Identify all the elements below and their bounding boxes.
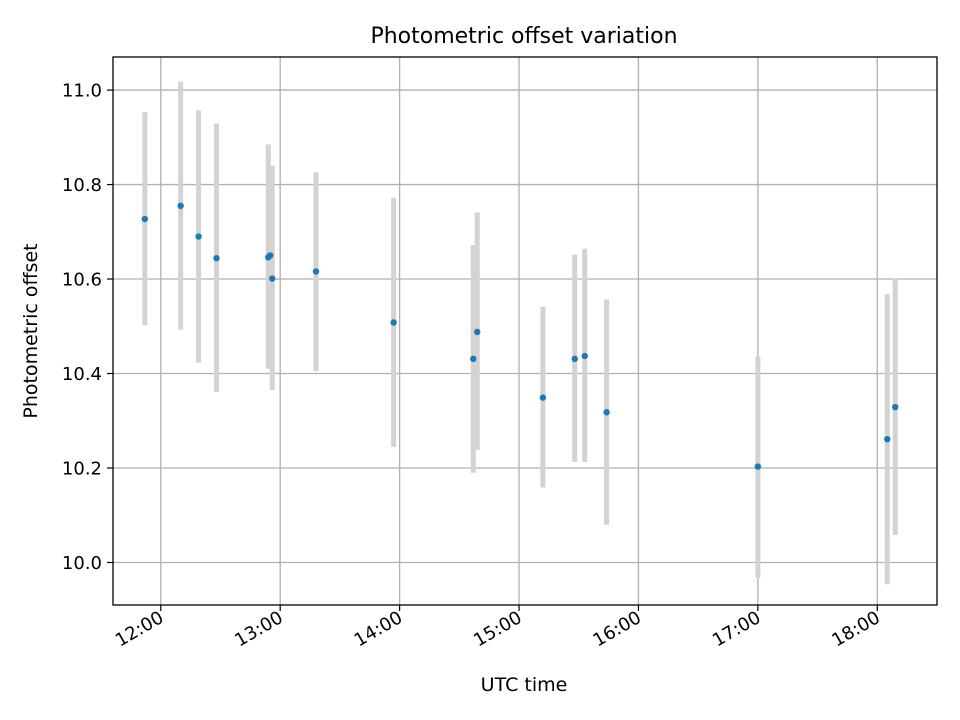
y-tick-label: 10.8 xyxy=(62,175,102,196)
data-point xyxy=(581,352,588,360)
y-tick-label: 10.0 xyxy=(62,553,102,574)
y-tick-label: 10.6 xyxy=(62,270,102,291)
data-point xyxy=(603,409,610,416)
data-point xyxy=(269,275,276,282)
y-axis-label: Photometric offset xyxy=(20,243,42,418)
data-point-layer xyxy=(141,202,899,470)
plot-frame xyxy=(112,56,938,606)
error-bar-layer xyxy=(142,81,898,585)
chart-title: Photometric offset variation xyxy=(370,24,677,49)
y-tick-label: 10.2 xyxy=(62,459,102,480)
grid-layer xyxy=(113,57,937,605)
x-tick-label: 16:00 xyxy=(590,607,645,651)
data-point xyxy=(195,233,202,240)
data-point xyxy=(312,268,320,275)
data-point xyxy=(571,355,578,363)
data-point xyxy=(470,355,477,363)
data-point xyxy=(754,463,762,470)
x-tick-label: 12:00 xyxy=(112,607,167,651)
data-point xyxy=(267,252,274,259)
data-point xyxy=(884,435,891,443)
x-tick-label: 14:00 xyxy=(351,607,406,651)
data-point xyxy=(474,328,481,336)
data-point xyxy=(539,394,547,401)
data-point xyxy=(892,403,899,411)
x-tick-label: 13:00 xyxy=(231,607,286,651)
x-tick-label: 17:00 xyxy=(709,607,764,651)
y-tick-label: 10.4 xyxy=(62,364,102,385)
x-tick-label: 15:00 xyxy=(470,607,525,651)
y-tick-label: 11.0 xyxy=(62,81,102,102)
y-axis-ticks: 10.0 10.2 10.4 10.6 10.8 11.0 xyxy=(62,81,113,574)
x-axis-label: UTC time xyxy=(481,674,568,696)
data-point xyxy=(390,319,397,326)
data-point xyxy=(213,255,220,262)
data-point xyxy=(177,202,184,210)
data-point xyxy=(141,215,149,223)
x-tick-label: 18:00 xyxy=(828,607,883,651)
x-axis-ticks: 12:00 13:00 14:00 15:00 16:00 17:00 18:00 xyxy=(112,605,884,651)
